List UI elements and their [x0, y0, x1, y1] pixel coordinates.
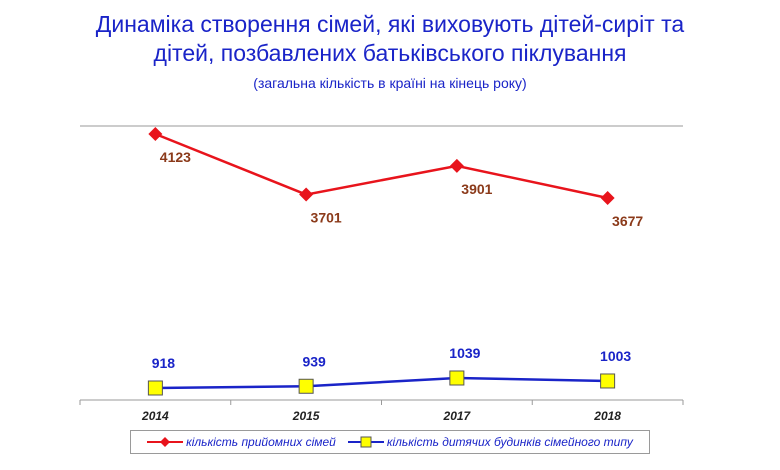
series-1-point	[600, 191, 615, 205]
x-tick-label-2015: 2015	[292, 409, 320, 423]
legend-label-foster-families: кількість прийомних сімей	[186, 435, 336, 449]
x-tick-label-2014: 2014	[141, 409, 169, 423]
series-1-data-label: 3901	[461, 181, 492, 197]
chart-title: Динаміка створення сімей, які виховують …	[0, 10, 780, 68]
series-2-point	[298, 378, 314, 394]
x-tick-label-2017: 2017	[443, 409, 472, 423]
series-1-point	[449, 158, 464, 173]
x-tick-label-2018: 2018	[593, 409, 621, 423]
chart-legend: кількість прийомних сімей кількість дитя…	[130, 430, 650, 454]
legend-square-marker-icon	[347, 436, 384, 448]
series-2-point	[600, 373, 616, 389]
series-2-point	[449, 370, 465, 386]
chart-title-line-1: Динаміка створення сімей, які виховують …	[95, 11, 685, 37]
series-1-data-label: 3677	[612, 213, 643, 229]
series-1-data-label: 4123	[160, 149, 191, 165]
series-2-data-label: 1003	[600, 348, 631, 364]
legend-diamond-marker-icon	[147, 437, 184, 447]
series-line-1	[154, 132, 608, 200]
legend-item-family-homes: кількість дитячих будинків сімейного тип…	[347, 435, 633, 449]
series-2-point	[147, 380, 163, 396]
chart-title-line-2: дітей, позбавлених батьківського піклува…	[153, 40, 627, 66]
series-1-data-label: 3701	[311, 210, 342, 226]
series-1-point	[299, 187, 314, 202]
series-2-data-label: 1039	[449, 345, 480, 361]
series-1-point	[148, 127, 163, 141]
chart-subtitle: (загальна кількість в країні на кінець р…	[253, 75, 527, 91]
series-2-data-label: 939	[302, 353, 326, 369]
legend-label-family-homes: кількість дитячих будинків сімейного тип…	[386, 435, 633, 449]
series-2-data-label: 918	[152, 355, 176, 371]
legend-item-foster-families: кількість прийомних сімей	[147, 435, 336, 449]
series-line-2	[155, 376, 608, 390]
